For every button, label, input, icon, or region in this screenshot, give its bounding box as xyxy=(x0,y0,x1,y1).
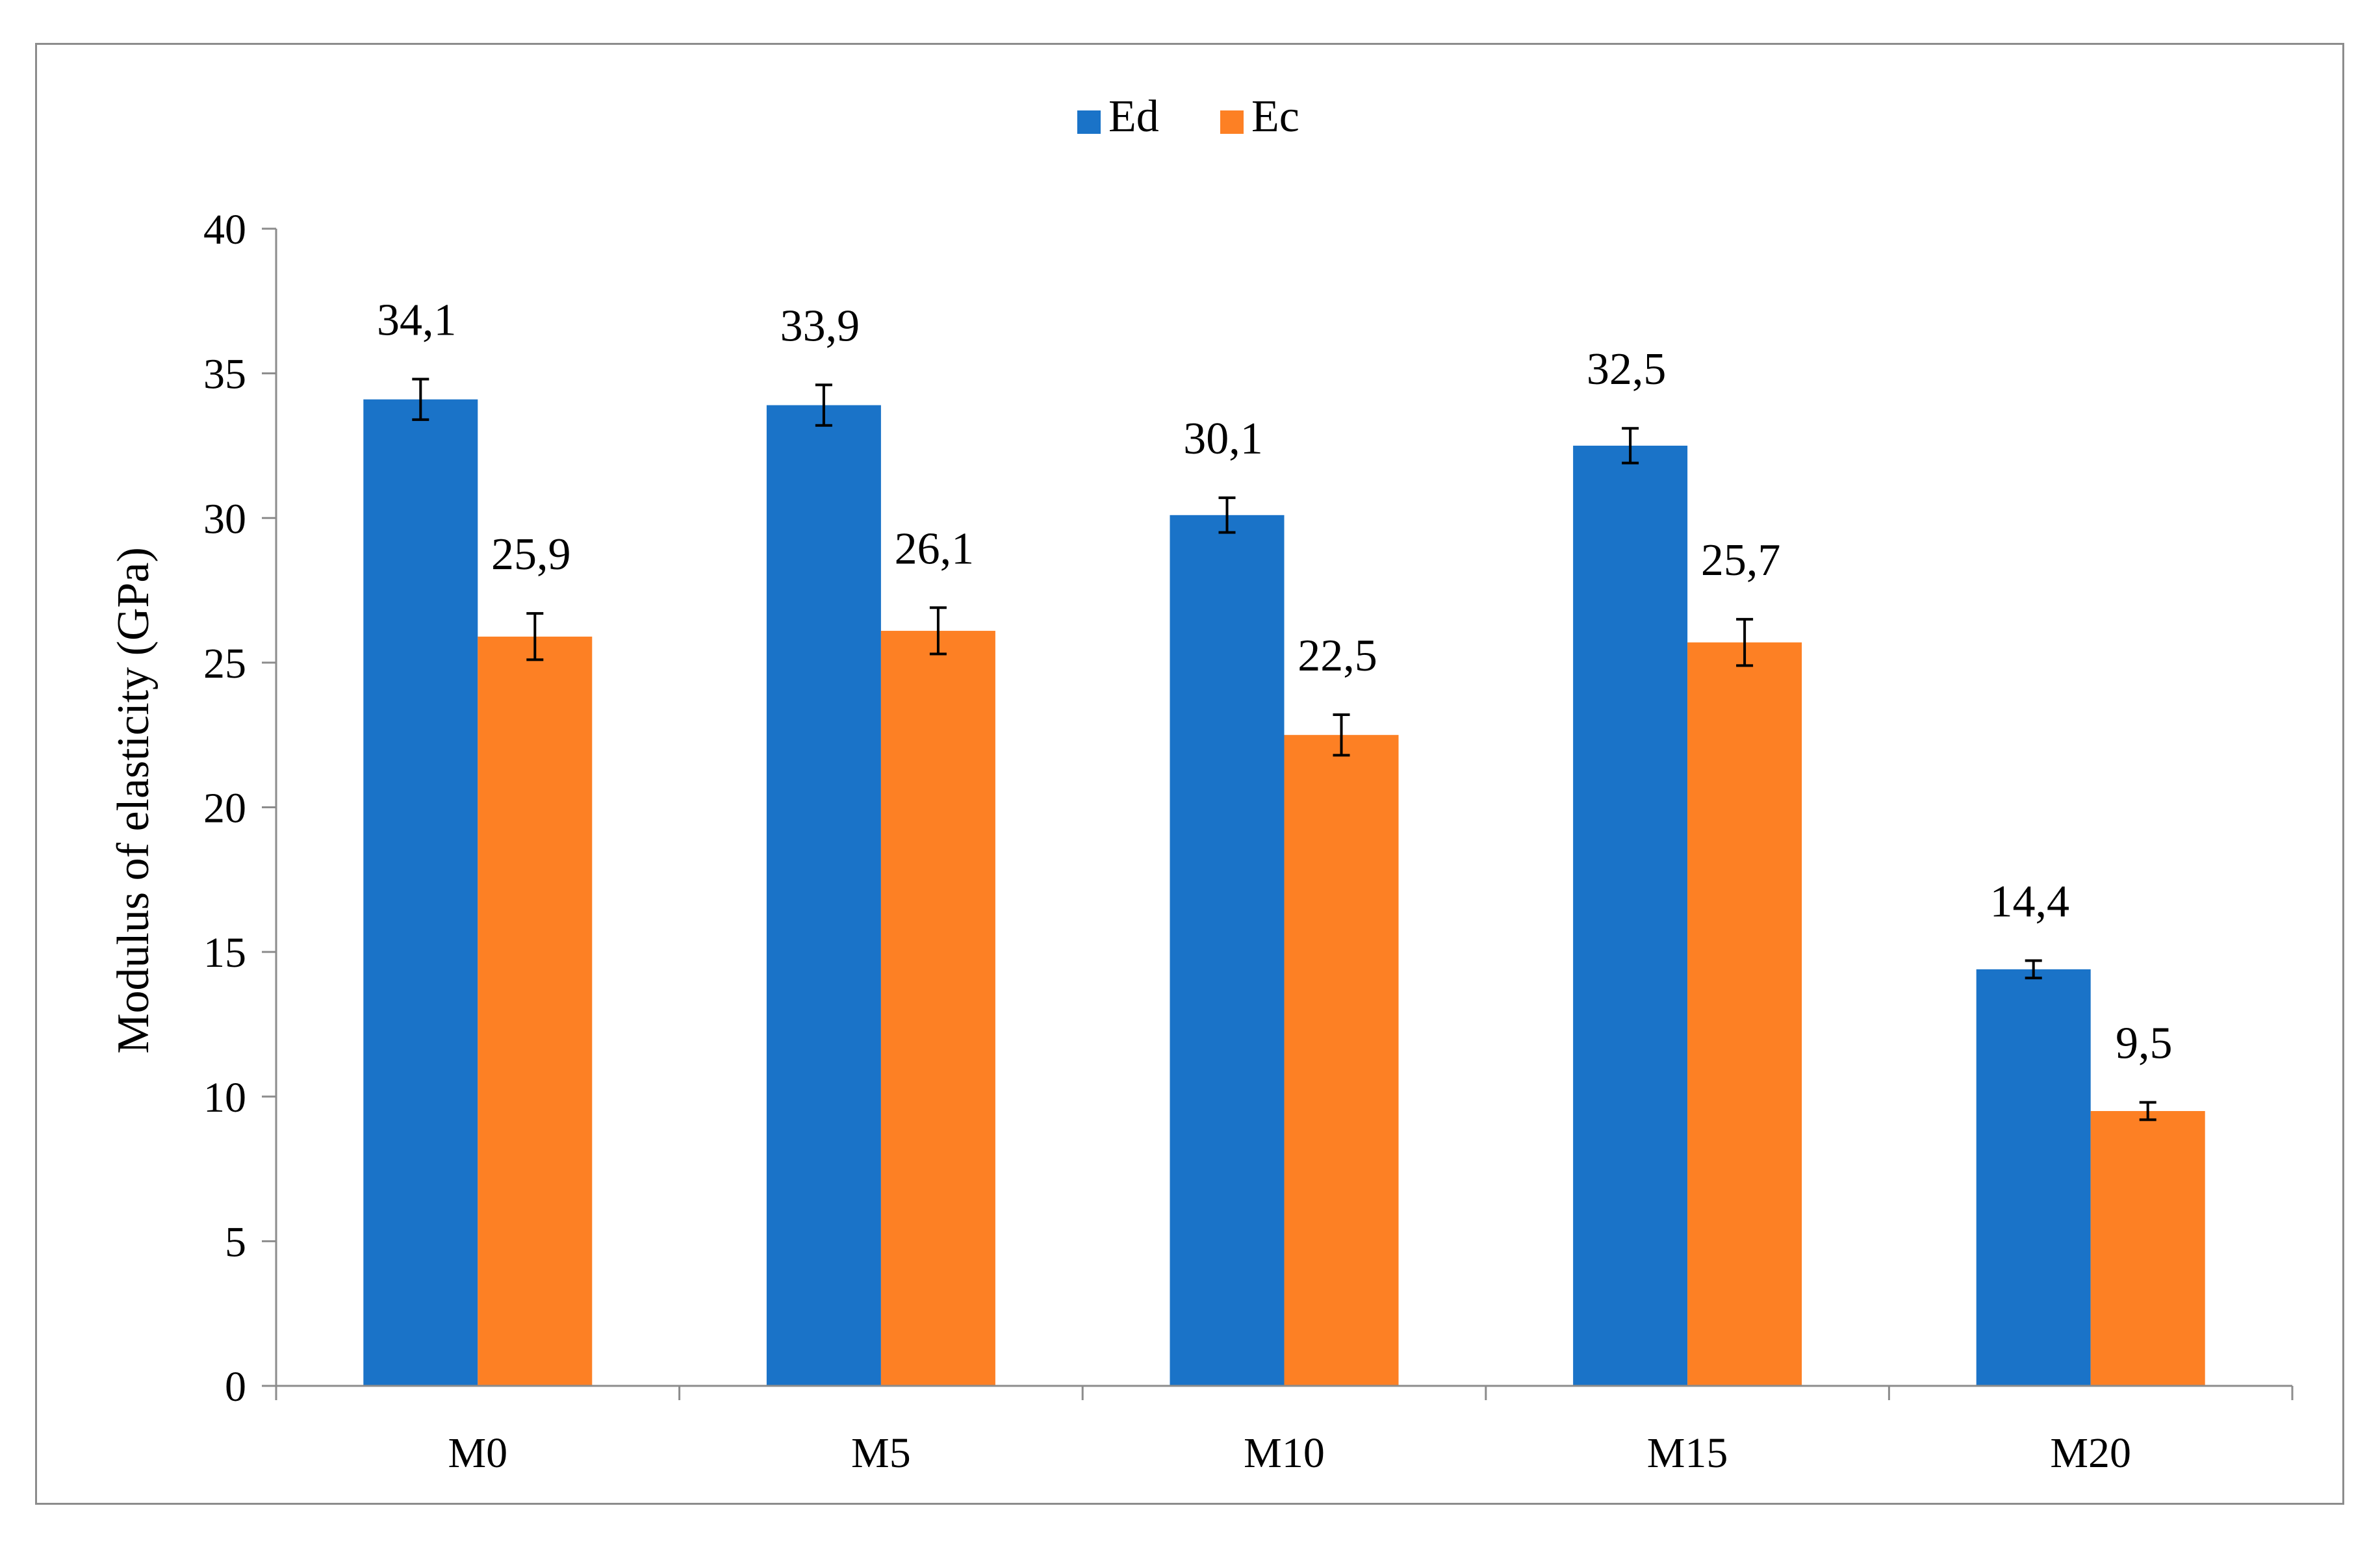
x-tick-label: M5 xyxy=(851,1429,911,1477)
y-axis-label: Modulus of elasticity (GPa) xyxy=(109,547,159,1054)
y-tick-label: 20 xyxy=(203,785,246,832)
y-tick-label: 10 xyxy=(203,1074,246,1121)
y-tick-label: 5 xyxy=(225,1218,246,1266)
y-tick-label: 40 xyxy=(203,206,246,253)
bar-ec xyxy=(880,630,995,1387)
error-bars xyxy=(412,377,2156,1121)
bar-ed xyxy=(1573,445,1688,1386)
bar-ec xyxy=(478,636,593,1386)
legend: Ed Ec xyxy=(1077,92,1299,142)
y-tick-label: 35 xyxy=(203,351,246,398)
x-tick-label: M15 xyxy=(1647,1429,1728,1477)
data-label: 30,1 xyxy=(1183,414,1263,464)
y-tick-label: 15 xyxy=(203,929,246,977)
y-tick-label: 0 xyxy=(225,1363,246,1411)
bars xyxy=(363,399,2205,1387)
y-tick-label: 25 xyxy=(203,640,246,687)
data-labels: 34,1 33,9 30,1 32,5 14,4 25,9 26,1 22,5 25,7 9,5 xyxy=(377,296,2172,1069)
x-tick-label: M0 xyxy=(448,1429,507,1477)
bar-ec xyxy=(2090,1111,2205,1386)
legend-item-ed: Ed xyxy=(1077,92,1159,142)
data-label: 25,7 xyxy=(1701,535,1781,585)
legend-swatch-ed xyxy=(1077,110,1101,134)
data-label: 26,1 xyxy=(895,524,975,574)
bar-ed xyxy=(363,399,478,1386)
x-tick-label: M10 xyxy=(1244,1429,1325,1477)
x-tick-label: M20 xyxy=(2050,1429,2131,1477)
bar-ed xyxy=(766,405,881,1386)
data-label: 14,4 xyxy=(1990,876,2069,927)
x-axis: M0 M5 M10 M15 M20 xyxy=(275,1385,2294,1477)
data-label: 9,5 xyxy=(2116,1019,2173,1069)
y-axis: 0 5 10 15 20 25 30 35 40 xyxy=(203,206,277,1411)
data-label: 33,9 xyxy=(780,301,860,351)
bar-ec xyxy=(1284,735,1399,1386)
legend-item-ec: Ec xyxy=(1220,92,1299,142)
data-label: 32,5 xyxy=(1587,344,1667,394)
legend-swatch-ec xyxy=(1220,110,1244,134)
legend-label-ec: Ec xyxy=(1251,92,1299,142)
legend-label-ed: Ed xyxy=(1108,92,1159,142)
bar-ed xyxy=(1170,515,1285,1386)
bar-ec xyxy=(1687,642,1802,1386)
y-tick-label: 30 xyxy=(203,495,246,543)
bar-ed xyxy=(1976,969,2091,1386)
data-label: 25,9 xyxy=(491,530,571,580)
data-label: 22,5 xyxy=(1298,631,1377,681)
data-label: 34,1 xyxy=(377,296,457,346)
